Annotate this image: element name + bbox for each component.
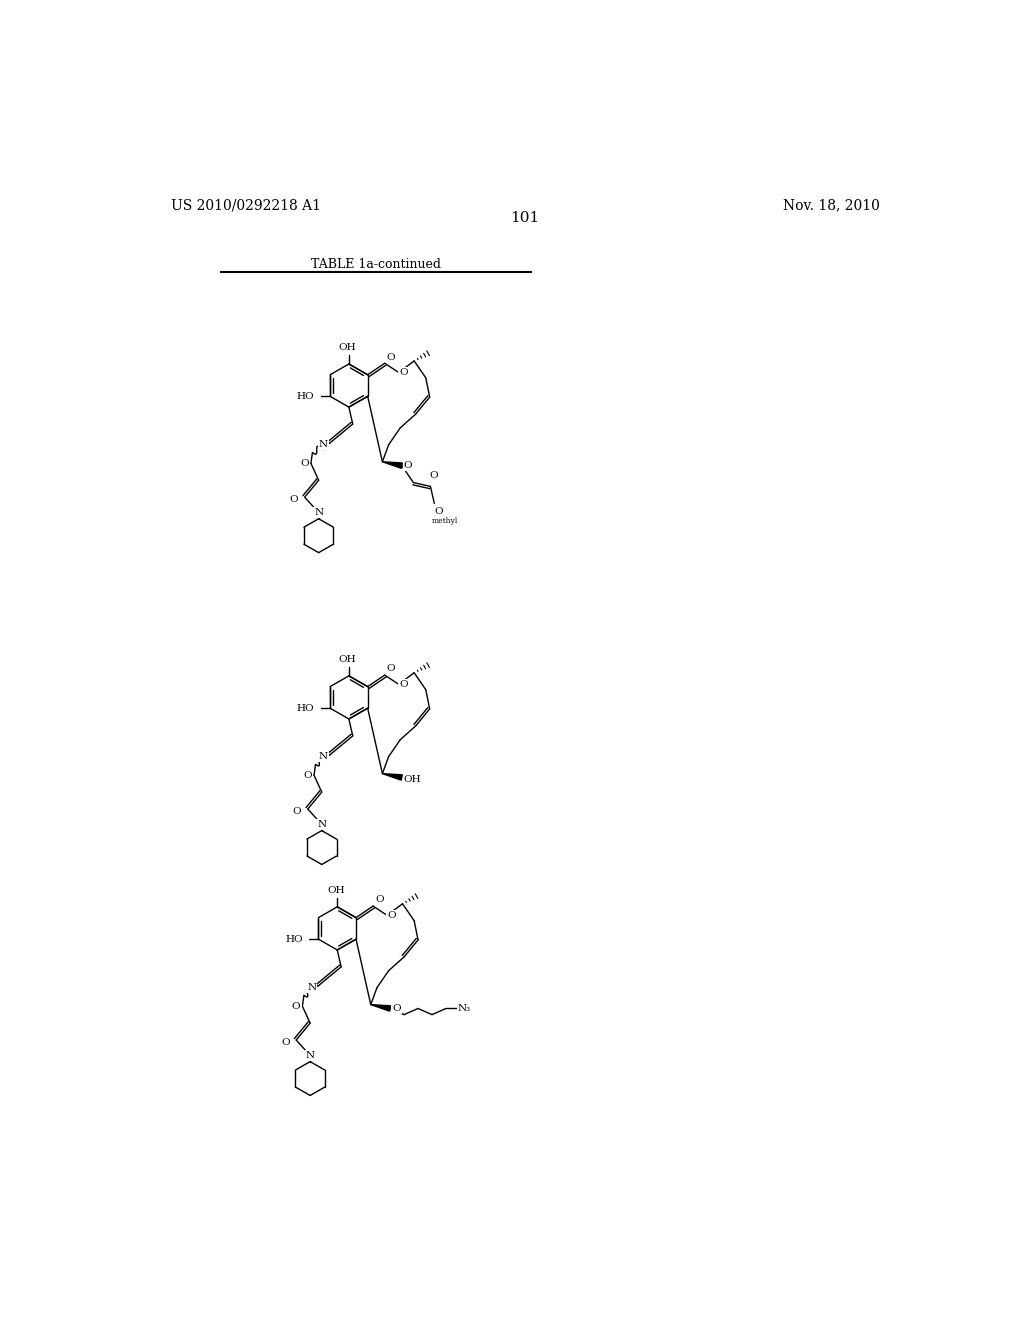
Text: O: O: [290, 495, 298, 504]
Text: N₃: N₃: [458, 1005, 471, 1012]
Text: N: N: [305, 1051, 314, 1060]
Text: O: O: [281, 1038, 290, 1047]
Text: methyl: methyl: [432, 517, 459, 525]
Text: O: O: [387, 911, 396, 920]
Text: O: O: [399, 680, 408, 689]
Text: OH: OH: [339, 655, 356, 664]
Text: Nov. 18, 2010: Nov. 18, 2010: [783, 198, 880, 213]
Text: N: N: [317, 820, 327, 829]
Text: O: O: [293, 807, 301, 816]
Text: N: N: [318, 752, 328, 762]
Text: O: O: [387, 352, 395, 362]
Text: O: O: [392, 1005, 400, 1012]
Polygon shape: [382, 774, 402, 780]
Text: O: O: [303, 771, 312, 780]
Text: O: O: [375, 895, 384, 904]
Text: HO: HO: [297, 704, 314, 713]
Text: OH: OH: [327, 886, 344, 895]
Text: O: O: [387, 664, 395, 673]
Text: OH: OH: [339, 343, 356, 351]
Text: O: O: [403, 461, 413, 470]
Text: N: N: [307, 983, 316, 993]
Text: N: N: [318, 441, 328, 449]
Text: HO: HO: [297, 392, 314, 401]
Polygon shape: [382, 462, 402, 469]
Polygon shape: [371, 1005, 391, 1011]
Text: HO: HO: [286, 935, 303, 944]
Text: US 2010/0292218 A1: US 2010/0292218 A1: [171, 198, 321, 213]
Text: O: O: [292, 1002, 300, 1011]
Text: O: O: [434, 507, 442, 516]
Text: O: O: [429, 471, 438, 480]
Text: O: O: [300, 459, 309, 467]
Text: O: O: [399, 368, 408, 378]
Text: TABLE 1a-continued: TABLE 1a-continued: [311, 259, 441, 272]
Text: OH: OH: [403, 775, 422, 784]
Text: N: N: [314, 508, 324, 517]
Text: 101: 101: [510, 211, 540, 224]
